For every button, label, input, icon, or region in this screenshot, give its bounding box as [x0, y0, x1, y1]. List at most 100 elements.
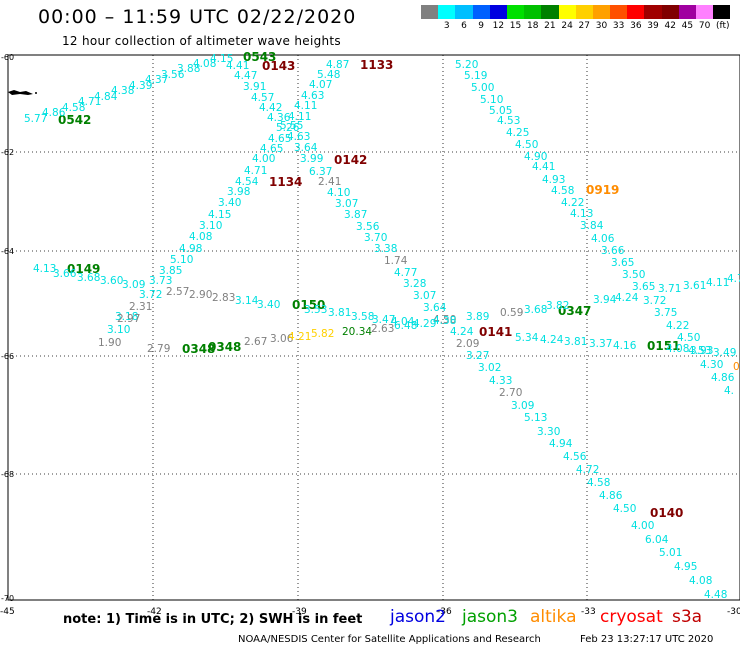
legend-cell: 39 — [644, 5, 662, 31]
wave-height-value: 3.71 — [658, 283, 681, 295]
wave-height-value: 3.18 — [115, 311, 138, 323]
page-title: 00:00 – 11:59 UTC 02/22/2020 — [38, 6, 357, 28]
wave-height-value: 4.77 — [394, 267, 417, 279]
wave-height-value: 4.65 — [268, 133, 291, 145]
wave-height-value: 4.63 — [287, 131, 310, 143]
legend-swatch — [421, 5, 439, 19]
wave-height-value: 2.09 — [456, 338, 479, 350]
wave-height-value: 2.41 — [318, 176, 341, 188]
wave-height-value: 4.08 — [189, 231, 212, 243]
wave-height-value: 4.71 — [244, 165, 267, 177]
pass-time-label: 1134 — [269, 175, 302, 189]
legend-swatch — [713, 5, 731, 19]
pass-time-label: 0348 — [208, 340, 241, 354]
legend-label: 45 — [681, 21, 694, 31]
legend-label: 9 — [478, 21, 485, 31]
legend-label: 3 — [443, 21, 450, 31]
mission-s3a: s3a — [672, 607, 703, 627]
legend-cell: 15 — [506, 5, 525, 31]
wave-height-value: 5.55 — [280, 120, 303, 132]
lat-tick-label: -64 — [1, 247, 14, 256]
mission-altika: altika — [530, 607, 577, 627]
wave-height-value: 3.68 — [77, 272, 100, 284]
wave-height-value: 4.86 — [42, 107, 66, 119]
wave-height-value: 4.10 — [327, 187, 350, 199]
wave-height-value: 3.65 — [632, 281, 655, 293]
wave-height-value: 4.24 — [450, 326, 474, 338]
lat-tick-label: -60 — [1, 53, 14, 62]
wave-height-value: 3.89 — [466, 311, 489, 323]
wave-height-value: 4.53 — [497, 115, 520, 127]
wave-height-value: 4.25 — [506, 127, 529, 139]
wave-height-value: 5.01 — [659, 547, 682, 559]
wave-height-value: 4.00 — [631, 520, 654, 532]
wave-height-value: 4.11 — [294, 100, 317, 112]
legend-label: 18 — [526, 21, 539, 31]
wave-height-value: 4.37 — [145, 74, 168, 86]
wave-height-value: 4.11 — [706, 277, 729, 289]
lat-tick-label: -68 — [1, 470, 14, 479]
wave-height-value: 3.60 — [100, 275, 123, 287]
lat-lon-grid — [8, 55, 740, 600]
wave-height-value: 4.41 — [226, 60, 249, 72]
wave-height-value: 4.50 — [433, 314, 456, 326]
island-shape — [8, 90, 33, 95]
wave-height-value: 3.65 — [611, 257, 634, 269]
wave-height-value: 2.90 — [189, 289, 212, 301]
legend-cell: 30 — [592, 5, 611, 31]
wave-height-value: 3.82 — [546, 300, 569, 312]
wave-height-value: 4.47 — [234, 70, 257, 82]
legend-cell: 9 — [472, 5, 490, 31]
wave-height-value: 4.38 — [433, 315, 456, 327]
wave-height-value: 3.73 — [149, 275, 172, 287]
legend-swatch — [524, 5, 542, 19]
legend-swatch — [661, 5, 679, 19]
legend-swatch — [438, 5, 456, 19]
wave-height-value: 4.15 — [208, 209, 231, 221]
legend-label: 33 — [612, 21, 625, 31]
wave-height-value: 3.10 — [107, 324, 130, 336]
legend-label: 27 — [578, 21, 590, 31]
wave-height-value: 3.66 — [53, 268, 77, 280]
wave-height-value: 3.06 — [270, 333, 294, 345]
wave-height-value: 3.49 — [713, 347, 736, 359]
wave-height-value: 4.07 — [309, 79, 332, 91]
wave-height-value: 3.61 — [683, 280, 706, 292]
wave-height-value: 3.10 — [199, 220, 222, 232]
lon-tick-label: -30 — [727, 607, 740, 617]
wave-height-value: 4.36 — [267, 112, 291, 124]
wave-height-value: 4. — [724, 385, 734, 397]
wave-height-value: 0 — [733, 361, 740, 373]
wave-height-value: 3.09 — [122, 279, 145, 291]
legend-label: 39 — [647, 21, 659, 31]
wave-height-value: 4.38 — [111, 85, 134, 97]
pass-time-label: 0151 — [647, 339, 680, 353]
pass-time-label: 0149 — [67, 262, 100, 276]
pass-time-label: 0347 — [558, 304, 591, 318]
wave-height-value: 4.90 — [524, 151, 547, 163]
wave-height-value: 3.64 — [423, 302, 447, 314]
wave-height-value: 3.38 — [374, 243, 397, 255]
legend-swatch — [627, 5, 645, 19]
wave-height-value: 4.13 — [570, 208, 593, 220]
legend-label: 15 — [509, 21, 522, 31]
wave-height-value: 5.10 — [480, 94, 503, 106]
legend-label: 6 — [461, 21, 467, 31]
wave-height-value: 4.13 — [33, 263, 56, 275]
pass-time-label: 0919 — [586, 183, 619, 197]
legend-cell: 70 — [696, 5, 714, 31]
credit-text: NOAA/NESDIS Center for Satellite Applica… — [238, 634, 541, 645]
wave-height-value: 3.66 — [601, 245, 625, 257]
page-subtitle: 12 hour collection of altimeter wave hei… — [62, 34, 341, 48]
lon-tick-label: -42 — [147, 607, 162, 617]
wave-height-value: 4.57 — [251, 92, 274, 104]
wave-height-value: 4.48 — [704, 589, 727, 601]
wave-height-value: 3.85 — [159, 265, 182, 277]
mission-jason2: jason2 — [390, 607, 446, 627]
wave-height-value: 4.93 — [542, 174, 565, 186]
lon-tick-label: -45 — [0, 607, 15, 617]
wave-height-value: 5.48 — [317, 69, 340, 81]
legend-cell: 6 — [455, 5, 473, 31]
wave-height-value: 3.87 — [344, 209, 367, 221]
wave-height-value: 2.79 — [147, 343, 170, 355]
